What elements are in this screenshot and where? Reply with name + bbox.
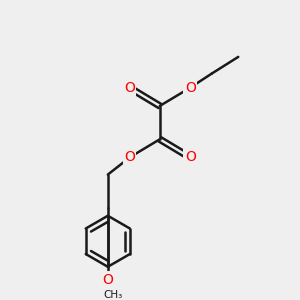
Text: CH₃: CH₃ — [103, 290, 122, 300]
Text: O: O — [185, 81, 196, 95]
Text: O: O — [124, 81, 135, 95]
Text: O: O — [185, 150, 196, 164]
Text: O: O — [124, 150, 135, 164]
Text: O: O — [102, 272, 113, 286]
